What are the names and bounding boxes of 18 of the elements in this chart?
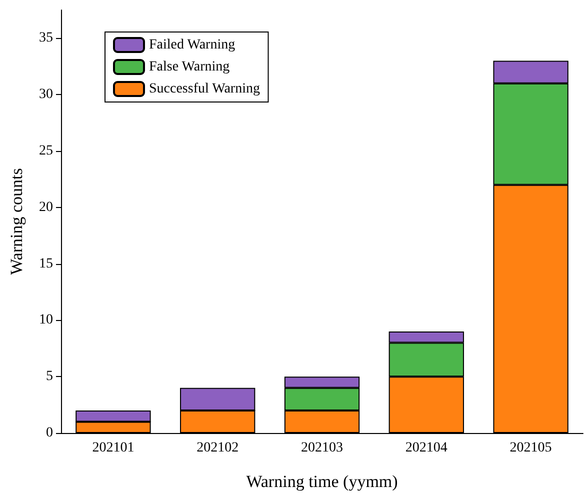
legend-label: Failed Warning xyxy=(149,38,236,52)
legend-label: False Warning xyxy=(149,60,230,74)
x-tick-label: 202104 xyxy=(405,440,448,456)
y-tick-label: 35 xyxy=(39,30,53,46)
x-tick-label: 202102 xyxy=(196,440,239,456)
y-tick-label: 30 xyxy=(39,87,53,102)
y-axis-title: Warning counts xyxy=(7,168,26,275)
x-tick-label: 202105 xyxy=(510,440,552,456)
y-tick-label: 15 xyxy=(39,256,53,272)
y-tick-label: 5 xyxy=(46,369,53,384)
x-axis-title: Warning time (yymm) xyxy=(246,472,398,491)
y-tick-label: 0 xyxy=(46,426,53,440)
y-tick-label: 25 xyxy=(39,144,53,158)
x-tick-label: 202103 xyxy=(301,440,343,456)
y-tick-label: 10 xyxy=(39,312,53,328)
legend-label: Successful Warning xyxy=(149,82,260,96)
y-tick-label: 20 xyxy=(39,200,53,215)
x-tick-label: 202101 xyxy=(92,440,134,456)
